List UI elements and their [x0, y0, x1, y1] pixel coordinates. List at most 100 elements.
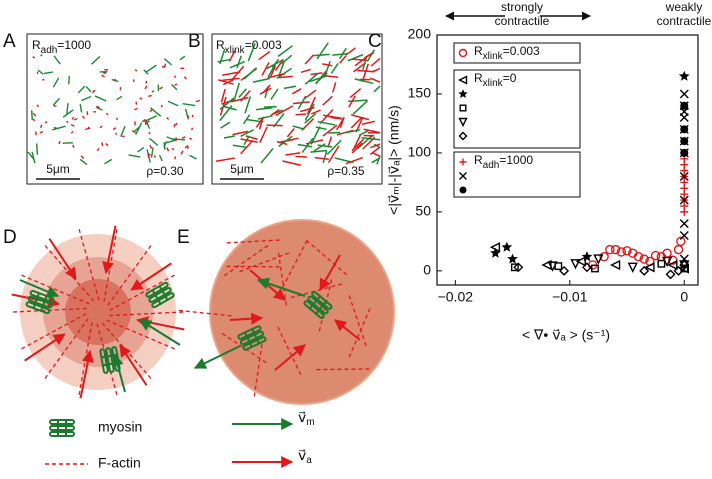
myosin-bar [308, 294, 322, 310]
filament [373, 143, 381, 149]
filament [260, 148, 274, 164]
filament [267, 72, 286, 79]
filament [315, 126, 327, 131]
marker-triangle-down [661, 256, 673, 267]
panel-d [20, 234, 176, 390]
label-part: =0.003 [503, 44, 540, 58]
filament [166, 139, 175, 144]
filament [339, 55, 347, 64]
y-tick-label: 50 [415, 203, 431, 219]
label-part: R [32, 38, 41, 52]
actin [44, 318, 89, 379]
filament [317, 120, 336, 126]
filament [181, 136, 186, 139]
arrow [334, 319, 361, 341]
filament [292, 125, 305, 130]
filament [105, 143, 109, 147]
filament [153, 155, 156, 158]
filament [134, 107, 138, 111]
filament [166, 136, 176, 142]
filament [351, 138, 365, 152]
filament [141, 118, 146, 123]
filament [163, 58, 172, 66]
filament [221, 98, 235, 105]
myosin-head [49, 425, 75, 431]
marker-x [679, 89, 689, 99]
subscript: a [306, 455, 312, 466]
marker-square [591, 264, 599, 273]
filament [51, 125, 66, 131]
filament [187, 115, 190, 118]
filament [351, 142, 363, 154]
marker-diamond [665, 269, 676, 280]
filament [282, 160, 302, 167]
marker-diamond [673, 265, 684, 276]
marker-x [679, 254, 689, 264]
annotation: weakly [665, 0, 703, 14]
myosin-head [239, 330, 265, 346]
filament [220, 88, 226, 103]
marker-triangle-left [644, 262, 655, 273]
filament [345, 129, 361, 134]
filament [44, 121, 48, 124]
filament [115, 117, 119, 121]
filament [262, 84, 271, 94]
filament [66, 120, 69, 123]
filament [247, 43, 256, 62]
marker-diamond [581, 262, 592, 273]
subscript: m [306, 417, 314, 428]
marker-diamond [559, 265, 570, 276]
filament [364, 51, 375, 59]
myosin-bar [32, 291, 41, 310]
filament [223, 135, 235, 139]
marker-triangle-left [575, 256, 586, 267]
arrow [256, 277, 306, 297]
x-tick-label: 0 [680, 289, 688, 305]
scale-label: 5μm [230, 162, 254, 176]
filament [95, 106, 103, 111]
filament [352, 58, 367, 62]
filament [32, 112, 37, 117]
filament [255, 116, 265, 128]
filament [189, 154, 197, 160]
filament [145, 64, 157, 73]
actin [348, 295, 368, 348]
filament [349, 88, 362, 99]
arrow [79, 350, 94, 399]
filament [309, 75, 328, 83]
filament [304, 73, 318, 85]
label-part: R [474, 44, 483, 58]
myosin-head [311, 290, 333, 310]
filament [345, 156, 364, 165]
filament [219, 97, 235, 110]
filament [285, 152, 301, 156]
filament [37, 69, 44, 75]
filament [348, 99, 368, 103]
y-tick-label: 150 [408, 85, 432, 101]
marker-triangle-left [541, 259, 552, 271]
marker-triangle-down [593, 254, 604, 265]
label: Radh=1000 [32, 38, 91, 55]
filament [71, 116, 75, 120]
marker-diamond [513, 262, 524, 273]
filament [99, 125, 103, 129]
myosin [25, 289, 55, 315]
marker-triangle-left [610, 259, 621, 271]
actin [314, 368, 370, 371]
filament [27, 151, 35, 160]
actin [21, 313, 87, 350]
filament [145, 120, 150, 124]
filament [353, 62, 367, 73]
filament [105, 112, 109, 116]
myosin-head [99, 348, 109, 374]
filament [322, 150, 328, 164]
filament [322, 95, 333, 106]
chart-c: strongly contractile weakly contractile … [386, 0, 712, 343]
filament [327, 145, 340, 163]
filament [236, 55, 242, 69]
filament [274, 58, 284, 71]
filament [306, 96, 316, 115]
filament [275, 105, 294, 117]
myosin-head [145, 281, 169, 298]
filament [137, 146, 145, 153]
